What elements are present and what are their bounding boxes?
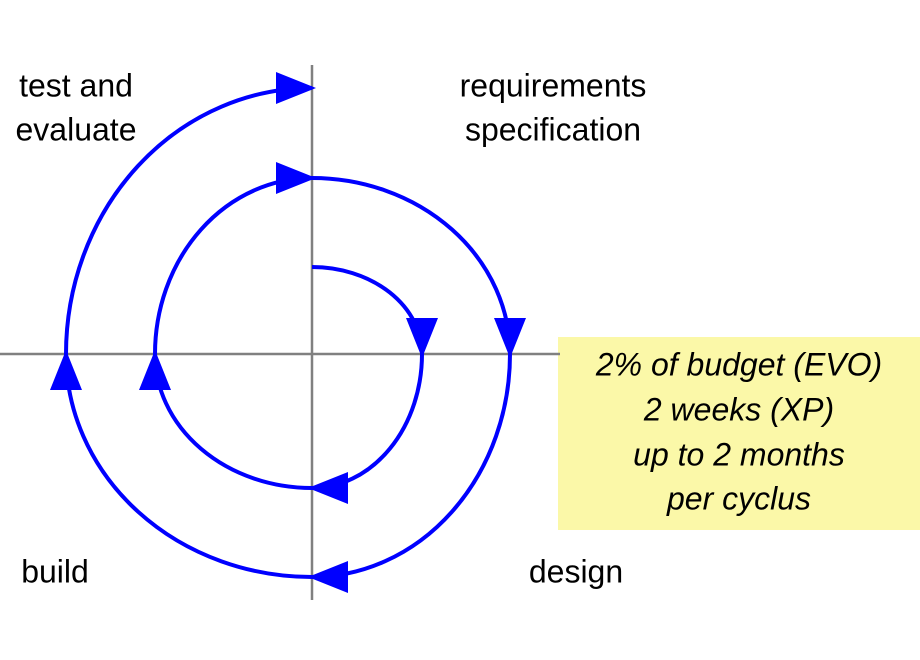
spiral-arc — [139, 350, 313, 490]
note-line: up to 2 months — [633, 436, 845, 472]
spiral-arc — [50, 350, 313, 579]
quadrant-label: evaluate — [16, 111, 137, 147]
spiral-arc — [64, 72, 316, 355]
quadrant-label: test and — [19, 67, 133, 103]
note-box — [558, 337, 920, 530]
quadrant-label: specification — [465, 111, 641, 147]
note-line: 2 weeks (XP) — [643, 391, 834, 427]
spiral-arc — [308, 353, 512, 593]
spiral-arc — [311, 265, 438, 358]
note: 2% of budget (EVO) 2 weeks (XP) up to 2 … — [595, 346, 882, 516]
spiral — [50, 72, 526, 593]
note-line: per cyclus — [666, 480, 811, 516]
spiral-arc — [311, 176, 526, 358]
note-line: 2% of budget (EVO) — [595, 346, 882, 382]
spiral-arc — [153, 162, 316, 355]
quadrant-label: requirements — [460, 67, 647, 103]
quadrant-label: build — [21, 553, 89, 589]
spiral-arc — [308, 353, 424, 504]
quadrant-label: design — [529, 553, 623, 589]
